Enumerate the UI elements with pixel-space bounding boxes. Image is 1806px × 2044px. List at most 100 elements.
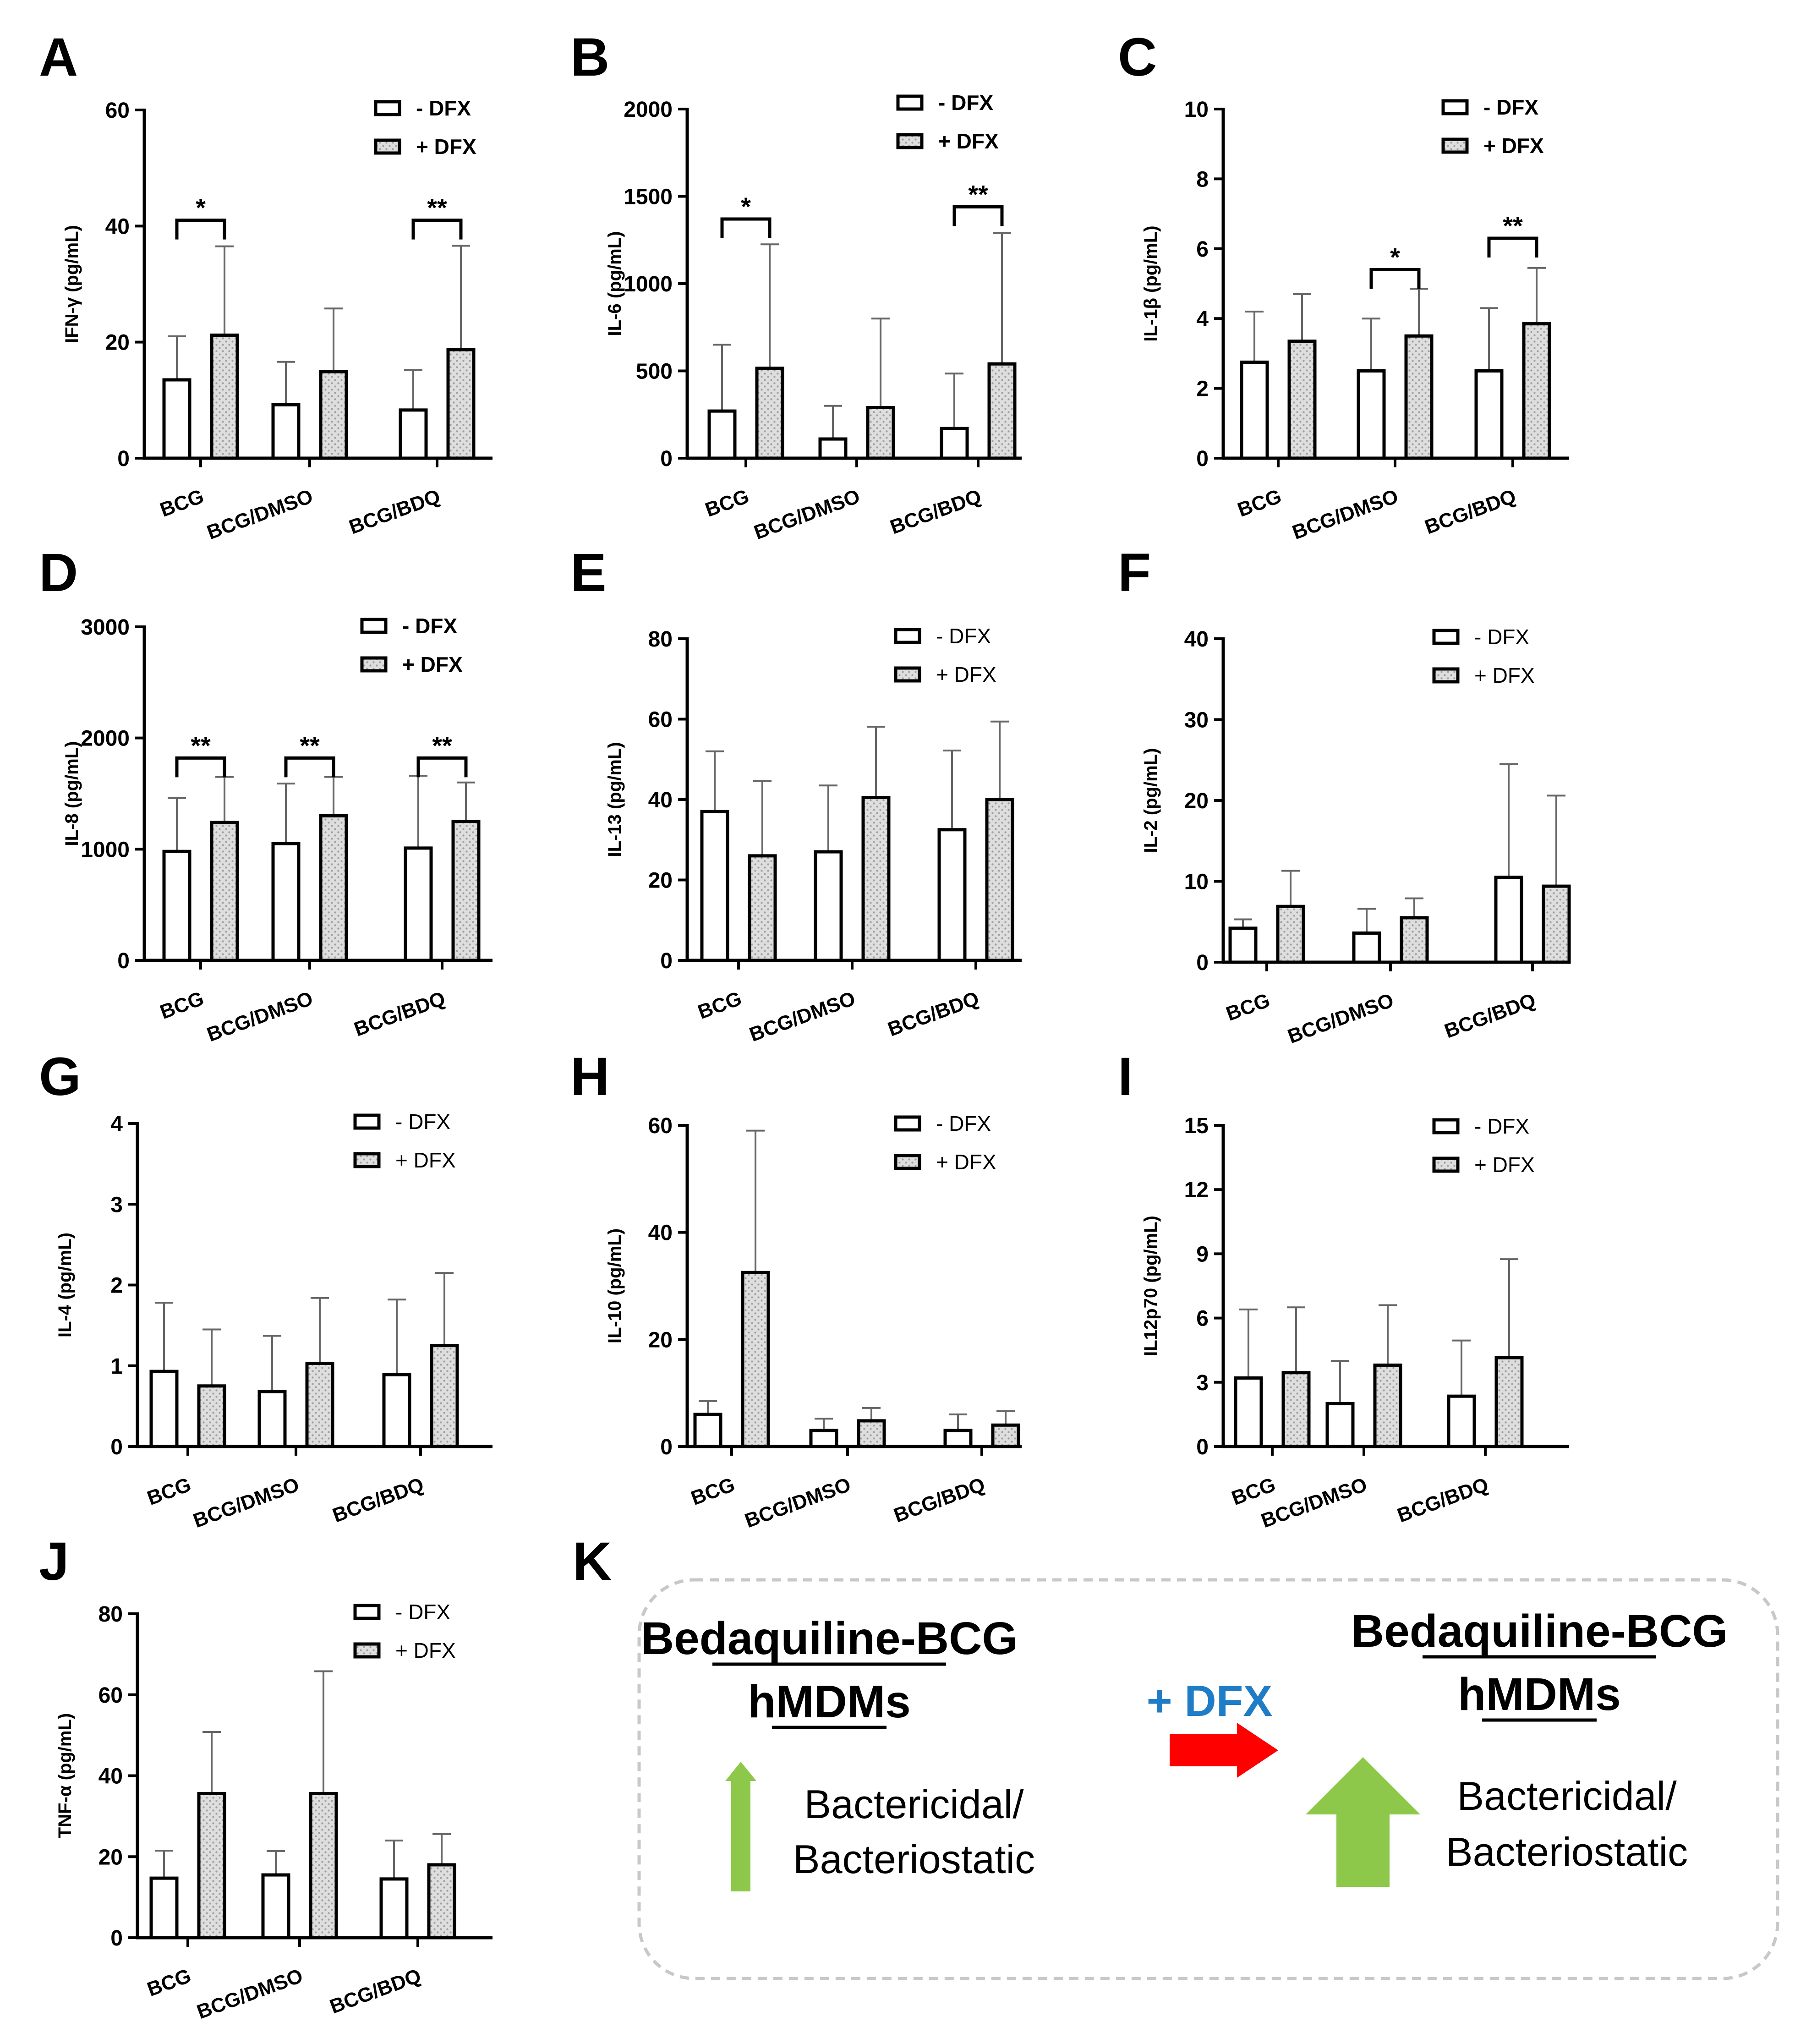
bar-plus-dfx (305, 1361, 334, 1448)
legend-swatch-minus (894, 1115, 921, 1132)
bar-minus-dfx (149, 1876, 179, 1940)
y-tick-label: 3 (110, 1193, 123, 1217)
panel-label: C (1118, 27, 1157, 88)
y-tick-label: 0 (117, 949, 130, 973)
significance-marker: ** (1503, 211, 1523, 240)
bar-plus-dfx (210, 333, 239, 460)
y-axis-label: IFN-γ (pg/mL) (62, 225, 82, 343)
bar-minus-dfx (257, 1390, 287, 1448)
legend-label-minus: - DFX (395, 1600, 450, 1624)
y-tick-label: 60 (105, 99, 130, 123)
category-label: BCG (1223, 989, 1273, 1025)
legend-label-minus: - DFX (936, 624, 991, 648)
y-tick-label: 1 (110, 1354, 123, 1379)
bar-minus-dfx (399, 408, 428, 460)
significance-bracket (1487, 236, 1538, 258)
category-label: BCG/BDQ (1394, 1473, 1491, 1527)
category-label: BCG/DMSO (746, 987, 858, 1046)
legend-label-minus: - DFX (936, 1112, 991, 1135)
schematic-box (637, 1578, 1779, 1980)
left-body-line2: Bacteriostatic (793, 1836, 1035, 1882)
bar-minus-dfx (271, 842, 301, 962)
y-tick-label: 9 (1196, 1242, 1209, 1266)
legend-swatch-plus (1432, 667, 1460, 684)
significance-bracket (1369, 268, 1421, 289)
bar-minus-dfx (404, 846, 433, 962)
legend-swatch-plus (894, 666, 921, 683)
legend-label-minus: - DFX (402, 614, 457, 638)
left-title-line2: hMDMs (748, 1676, 911, 1727)
chart-panel-c: C 0 2 4 6 8 10 IL-1β (pg/mL) BCG BCG/DMSO BCG/BDQ *… (1118, 27, 1569, 544)
significance-bracket (284, 756, 335, 778)
category-label: BCG/BDQ (1441, 989, 1538, 1042)
significance-bracket (411, 219, 463, 240)
panel-label: D (39, 543, 78, 603)
right-body-line1: Bactericidal/ (1457, 1773, 1677, 1819)
bar-minus-dfx (1494, 876, 1523, 964)
category-label: BCG/BDQ (885, 987, 982, 1041)
category-label: BCG/BDQ (887, 485, 984, 538)
bar-minus-dfx (379, 1877, 409, 1940)
legend-swatch-plus (353, 1642, 381, 1659)
bar-plus-dfx (319, 370, 348, 460)
legend-swatch-plus (1432, 1156, 1460, 1173)
y-tick-label: 40 (1184, 627, 1209, 652)
legend-swatch-minus (1432, 629, 1460, 645)
significance-marker: ** (432, 731, 452, 760)
category-label: BCG/DMSO (204, 987, 316, 1046)
right-body-line2: Bacteriostatic (1446, 1829, 1688, 1874)
bar-plus-dfx (1404, 334, 1434, 460)
bar-plus-dfx (1494, 1356, 1524, 1448)
y-tick-label: 4 (110, 1112, 123, 1136)
legend-label-plus: + DFX (395, 1638, 456, 1662)
legend-label-minus: - DFX (1474, 1114, 1529, 1138)
bar-minus-dfx (149, 1370, 179, 1448)
y-tick-label: 8 (1196, 167, 1209, 192)
bar-minus-dfx (707, 409, 737, 460)
y-tick-label: 30 (1184, 708, 1209, 733)
significance-bracket (175, 756, 226, 778)
bar-plus-dfx (748, 854, 777, 962)
category-label: BCG (702, 485, 752, 521)
red-right-arrow-icon (1170, 1723, 1278, 1778)
legend: - DFX + DFX (353, 1600, 456, 1662)
panel-k-schematic: K Bedaquiline-BCG hMDMs Bactericidal/ Ba… (573, 1531, 1779, 1980)
y-tick-label: 40 (648, 788, 673, 812)
bar-plus-dfx (1276, 904, 1305, 964)
significance-bracket (720, 217, 772, 239)
bar-minus-dfx (1352, 931, 1381, 964)
bar-plus-dfx (1400, 916, 1429, 964)
legend-label-minus: - DFX (416, 96, 471, 120)
y-axis-label: IL-13 (pg/mL) (605, 742, 625, 857)
category-label: BCG (688, 1473, 738, 1509)
bar-minus-dfx (1447, 1394, 1476, 1448)
significance-marker: ** (968, 180, 988, 208)
y-tick-label: 10 (1184, 870, 1209, 894)
bar-minus-dfx (700, 810, 729, 962)
category-label: BCG/DMSO (742, 1473, 854, 1532)
bar-minus-dfx (271, 403, 301, 460)
y-tick-label: 80 (648, 627, 673, 652)
category-label: BCG (1229, 1473, 1279, 1509)
y-tick-label: 2 (110, 1274, 123, 1298)
bar-minus-dfx (814, 850, 843, 962)
right-title-line2: hMDMs (1458, 1669, 1621, 1720)
significance-marker: ** (191, 731, 211, 760)
y-tick-label: 3 (1196, 1371, 1209, 1395)
y-tick-label: 2 (1196, 377, 1209, 401)
bar-plus-dfx (446, 348, 476, 460)
bar-minus-dfx (809, 1429, 838, 1448)
bar-plus-dfx (987, 362, 1017, 460)
legend: - DFX + DFX (360, 614, 463, 676)
category-label: BCG/BDQ (327, 1964, 424, 2018)
bar-plus-dfx (1522, 322, 1551, 460)
legend-label-plus: + DFX (1474, 663, 1535, 687)
category-label: BCG/DMSO (190, 1473, 302, 1532)
category-label: BCG/DMSO (194, 1964, 306, 2023)
y-tick-label: 1000 (624, 272, 673, 296)
bar-plus-dfx (197, 1792, 226, 1940)
legend-label-plus: + DFX (1483, 134, 1544, 158)
bar-minus-dfx (1474, 369, 1504, 460)
legend-swatch-minus (360, 618, 388, 634)
